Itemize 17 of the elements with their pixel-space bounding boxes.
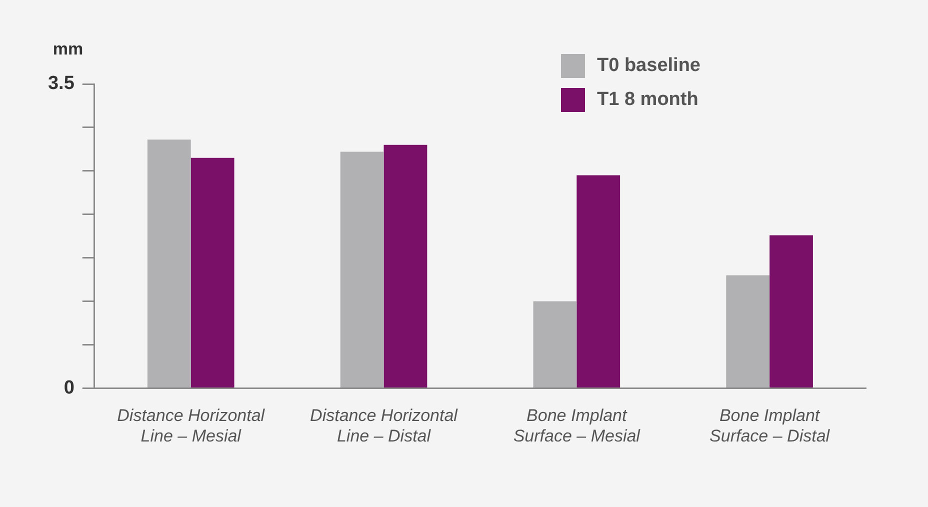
bar bbox=[770, 235, 813, 388]
legend-label: T1 8 month bbox=[597, 89, 698, 110]
y-tick-label: 3.5 bbox=[48, 73, 75, 94]
x-tick-label: Distance Horizontal Line – Mesial bbox=[117, 406, 266, 446]
legend-label: T0 baseline bbox=[597, 55, 700, 76]
x-tick-label: Bone Implant Surface – Distal bbox=[710, 406, 831, 446]
bar bbox=[340, 152, 384, 388]
y-tick-label: 0 bbox=[64, 377, 74, 398]
bar bbox=[726, 275, 770, 388]
bar bbox=[576, 175, 620, 388]
bar bbox=[533, 301, 577, 388]
x-tick-label: Bone Implant Surface – Mesial bbox=[513, 406, 642, 446]
bar bbox=[190, 158, 234, 388]
bar bbox=[147, 140, 191, 388]
x-tick-label: Distance Horizontal Line – Distal bbox=[310, 406, 459, 446]
bar bbox=[384, 144, 428, 388]
y-axis-title: mm bbox=[52, 40, 84, 59]
